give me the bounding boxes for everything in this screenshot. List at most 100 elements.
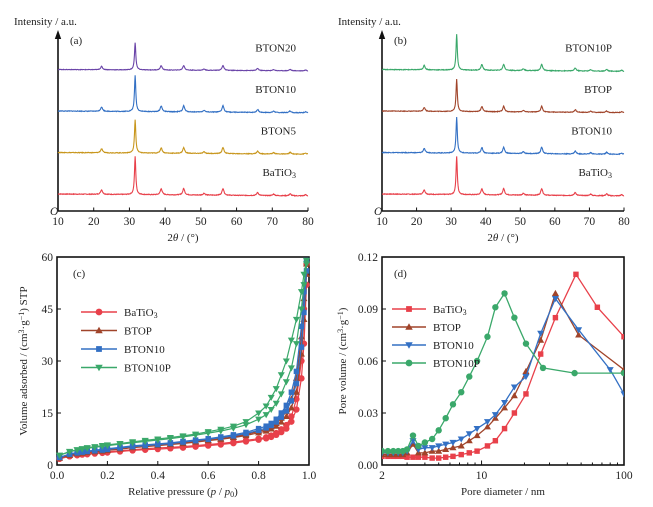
data-point — [465, 431, 473, 438]
data-point — [262, 403, 270, 410]
data-point — [277, 418, 285, 425]
data-point — [466, 450, 473, 456]
legend: BaTiO3 BTOP BTON10 BTON10P — [392, 304, 480, 370]
data-point — [242, 422, 250, 429]
data-point — [297, 289, 305, 296]
series-batio3 — [382, 271, 624, 461]
y-tick-label: 15 — [42, 408, 54, 420]
data-point — [428, 445, 436, 452]
data-point — [465, 437, 473, 444]
data-point — [180, 438, 186, 445]
legend-label-batio3: BaTiO3 — [124, 307, 158, 320]
data-point — [415, 454, 422, 460]
data-point — [302, 261, 310, 268]
data-point — [415, 442, 422, 450]
data-point — [442, 454, 449, 460]
x-tick-label: 0.8 — [251, 470, 266, 482]
x-tick-label: 0.4 — [151, 470, 166, 482]
data-point — [422, 454, 428, 460]
data-point — [435, 447, 443, 454]
data-point — [301, 309, 307, 316]
data-point — [539, 364, 547, 372]
data-point — [277, 391, 285, 398]
data-point — [409, 432, 417, 439]
data-point — [297, 306, 305, 313]
panel-d-pore-distribution: 2 10 100 0.00 0.03 0.06 0.09 0.12 Pore diameter … — [336, 252, 633, 498]
x-tick-label: 30 — [124, 216, 136, 228]
data-point — [458, 451, 464, 458]
data-point — [435, 455, 442, 461]
data-point — [449, 439, 457, 446]
data-point — [243, 429, 249, 436]
x-axis-title: Relative pressure (p / p0) — [128, 486, 238, 499]
data-point — [551, 296, 559, 303]
data-point — [283, 421, 290, 429]
data-point — [292, 388, 300, 395]
x-tick-label: 80 — [302, 216, 314, 228]
x-tick-label: 70 — [584, 216, 596, 228]
legend: BaTiO3 BTOP BTON10 BTON10P — [81, 307, 171, 375]
data-point — [293, 406, 300, 413]
panel-c-isotherm: 0.0 0.2 0.4 0.6 0.8 1.0 0 15 30 45 60 Relative pres… — [17, 252, 316, 499]
series-label-bton10p: BTON10P — [565, 43, 612, 55]
x-tick-label: 2 — [379, 470, 385, 482]
data-point — [300, 271, 308, 278]
data-point — [620, 369, 624, 377]
data-point — [242, 419, 250, 426]
data-point — [384, 447, 392, 455]
data-point — [167, 440, 174, 446]
data-point — [293, 380, 300, 387]
data-point — [403, 446, 411, 453]
data-point — [575, 327, 583, 334]
x-axis-title: 2θ / (°) — [487, 232, 519, 244]
data-point — [303, 268, 310, 274]
data-point — [382, 451, 386, 458]
data-point — [606, 367, 614, 374]
data-point — [288, 413, 295, 420]
data-point — [522, 374, 530, 381]
x-tick-label: 40 — [159, 216, 171, 228]
legend-label-btop: BTOP — [433, 322, 461, 334]
data-point — [466, 373, 473, 380]
data-point — [267, 406, 275, 414]
data-point — [449, 401, 457, 408]
panel-a-xrd: Intensity / a.u. (a) O10 20 30 40 50 60 70 80 2θ /… — [14, 16, 314, 244]
xrd-trace-bton10 — [381, 117, 625, 156]
x-tick-label: 30 — [445, 216, 457, 228]
data-point — [204, 429, 212, 436]
x-tick-label: 10 — [476, 470, 488, 482]
data-point — [273, 419, 279, 425]
plot-frame — [381, 256, 625, 466]
panel-label: (a) — [70, 35, 83, 47]
x-tick-label: 1.0 — [302, 470, 317, 482]
data-point — [282, 379, 290, 386]
data-point — [428, 435, 436, 443]
data-point — [282, 358, 290, 365]
legend-marker — [95, 308, 103, 316]
data-point — [255, 410, 263, 417]
data-point — [537, 336, 545, 343]
data-point — [56, 452, 64, 459]
xrd-trace-batio3 — [381, 156, 625, 197]
legend-marker — [95, 326, 103, 334]
data-point — [273, 416, 279, 422]
data-point — [255, 425, 262, 432]
data-point — [474, 448, 480, 454]
data-point — [272, 400, 280, 407]
data-point — [83, 445, 91, 452]
data-point — [230, 432, 237, 438]
data-point — [492, 438, 499, 444]
y-axis-title: Pore volume / (cm3·g−1) — [336, 307, 349, 414]
series-label-bton20: BTON20 — [255, 43, 296, 55]
data-point — [510, 384, 518, 391]
data-point — [154, 436, 162, 443]
legend-label-bton10: BTON10 — [124, 344, 165, 356]
data-point — [395, 447, 402, 455]
data-point — [410, 454, 416, 460]
data-point — [523, 391, 529, 397]
x-tick-label: 60 — [231, 216, 243, 228]
data-point — [255, 435, 262, 442]
legend-marker — [405, 359, 413, 367]
legend-marker — [96, 346, 102, 352]
